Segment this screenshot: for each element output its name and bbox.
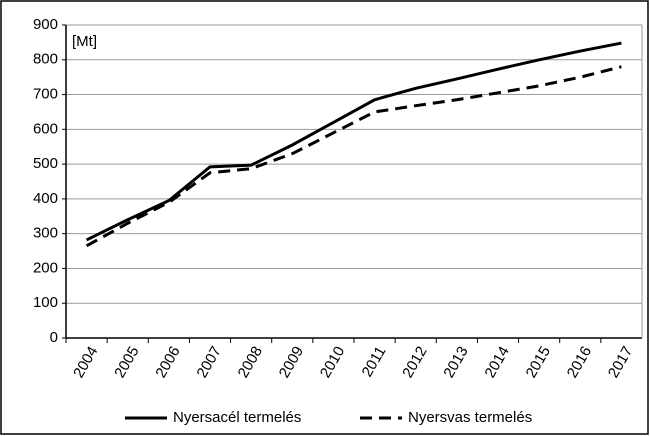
- y-tick-label: 0: [50, 329, 58, 346]
- y-tick-label: 100: [33, 294, 58, 311]
- y-tick-label: 300: [33, 225, 58, 242]
- legend-label: Nyersvas termelés: [408, 409, 532, 426]
- series-line: [85, 41, 622, 242]
- y-tick-label: 800: [33, 51, 58, 68]
- y-tick-label: 600: [33, 120, 58, 137]
- y-tick-label: 900: [33, 16, 58, 33]
- legend-label: Nyersacél termelés: [173, 409, 301, 426]
- unit-annotation: [Mt]: [72, 33, 97, 50]
- y-tick-label: 200: [33, 259, 58, 276]
- y-tick-label: 500: [33, 155, 58, 172]
- y-tick-label: 700: [33, 86, 58, 103]
- y-tick-label: 400: [33, 190, 58, 207]
- series-line: [85, 65, 622, 248]
